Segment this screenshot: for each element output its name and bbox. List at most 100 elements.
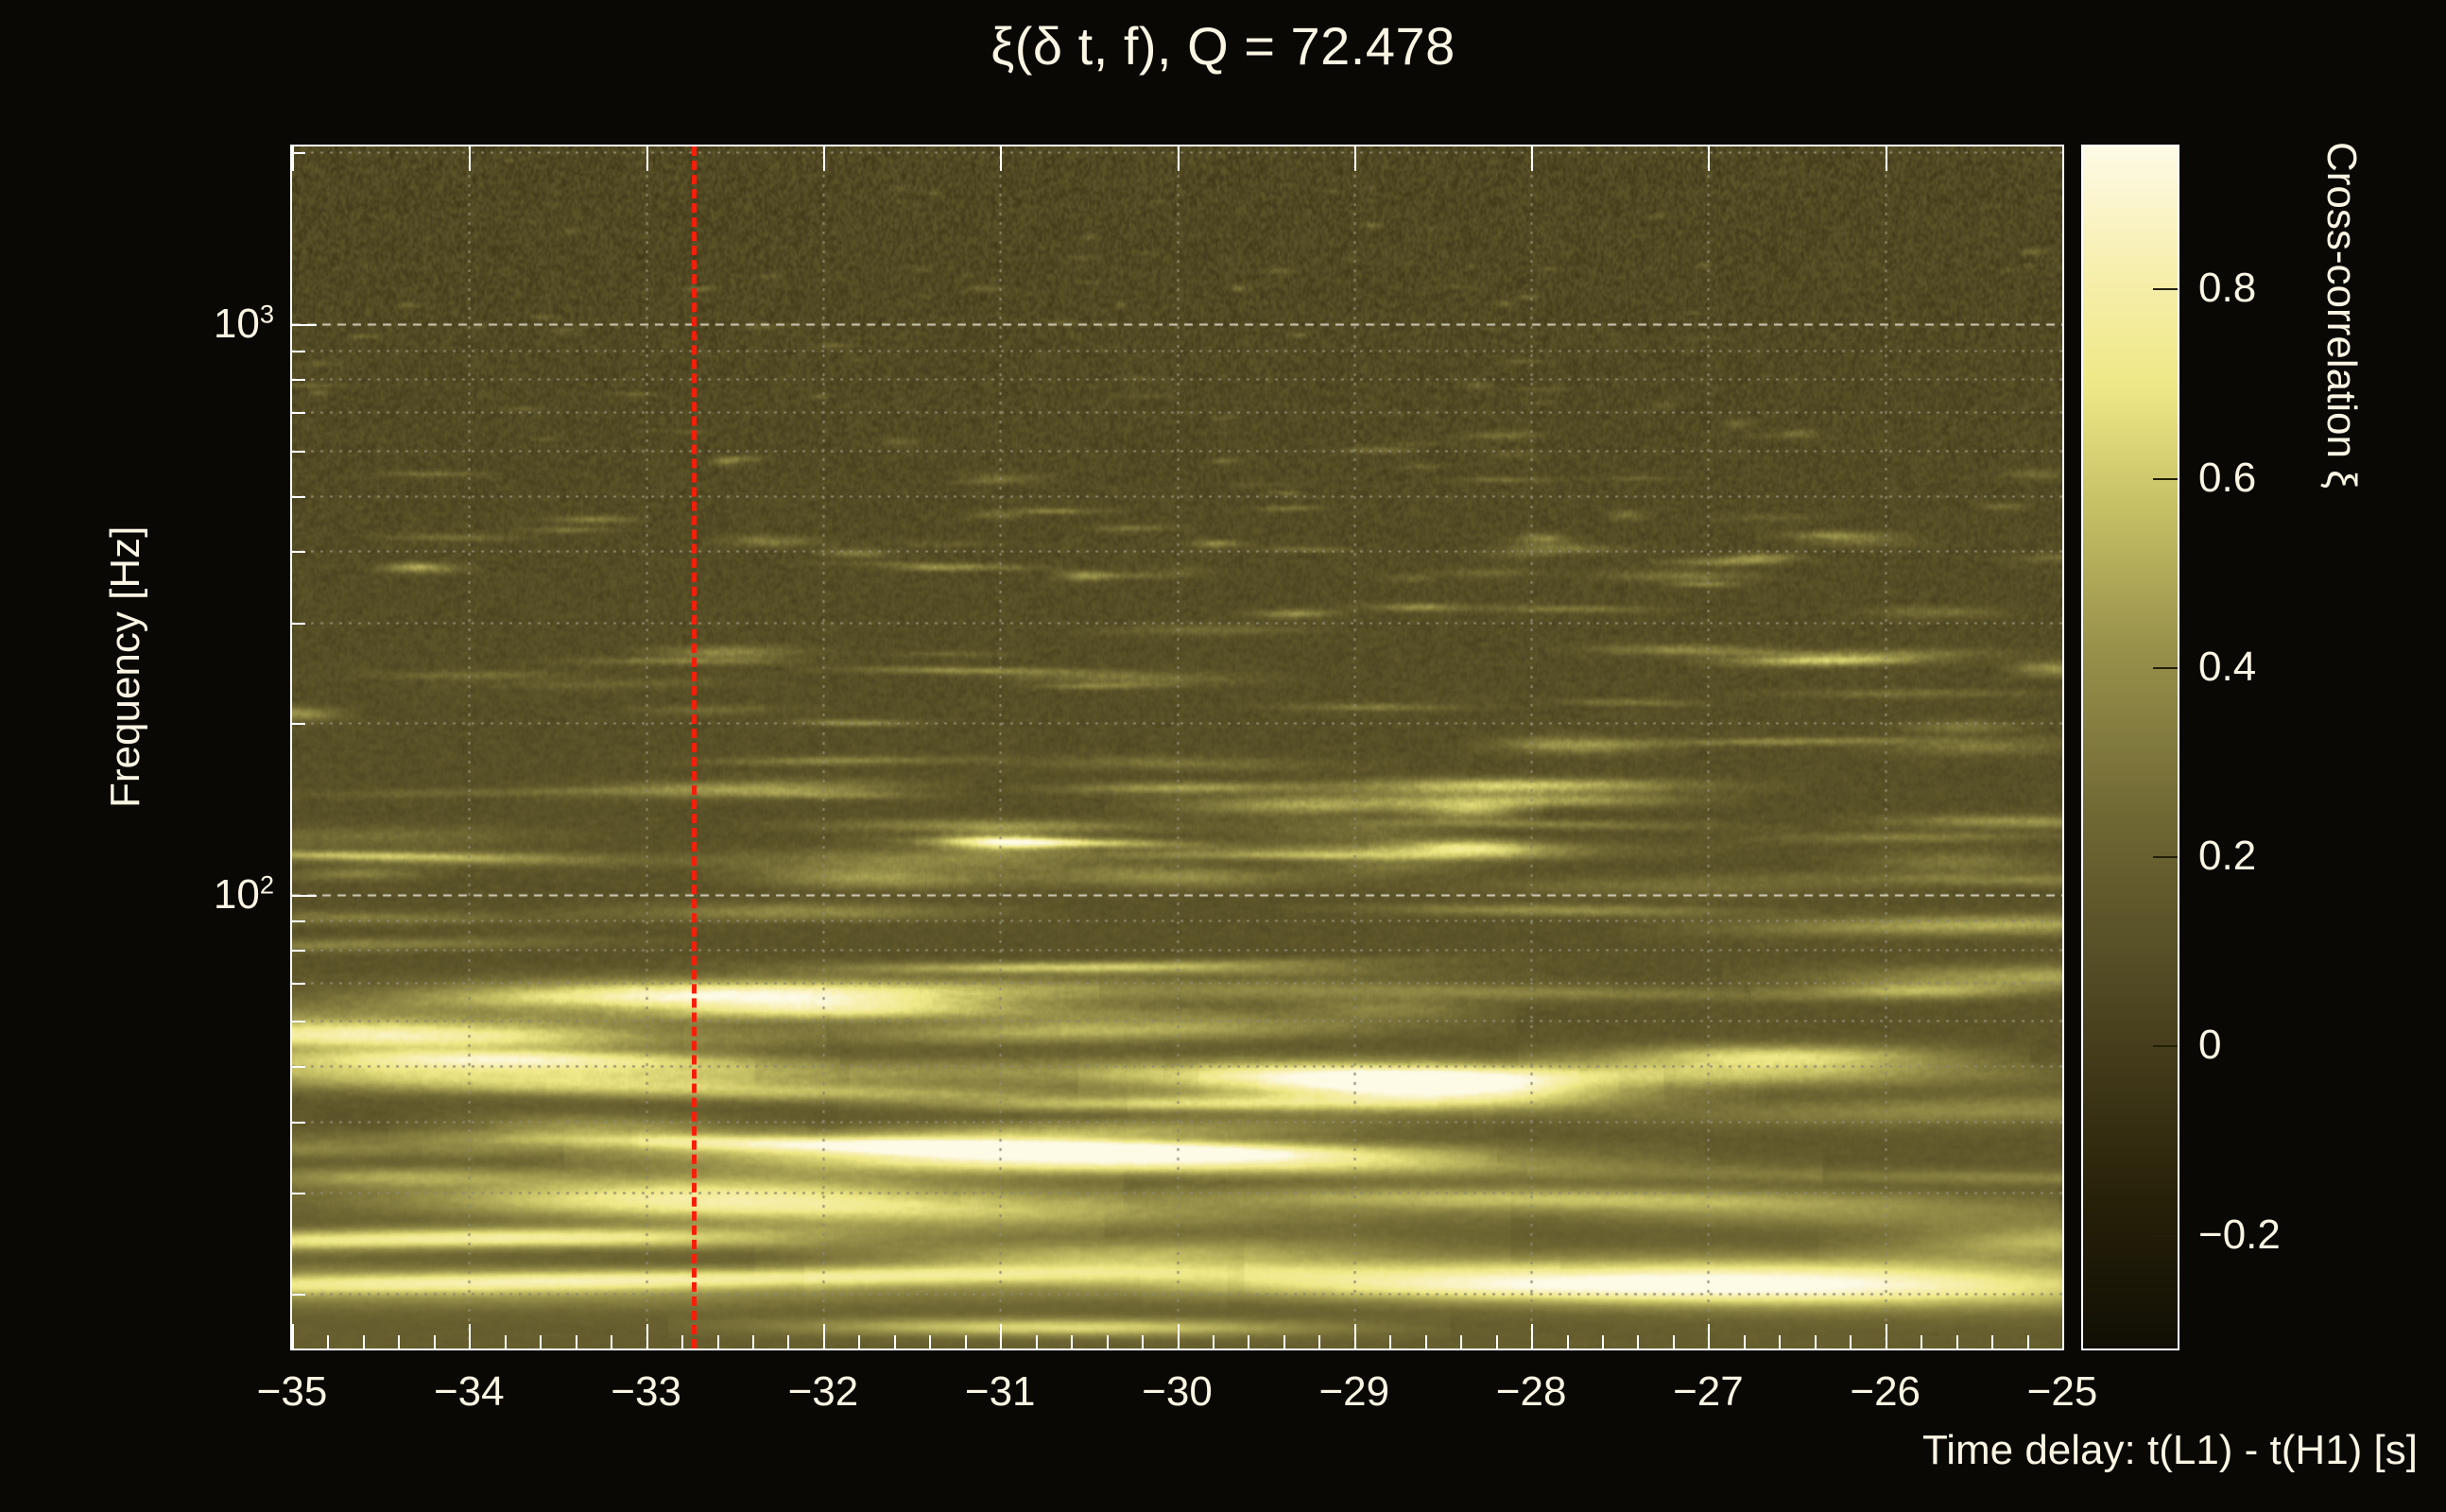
y-tick-minor bbox=[292, 1294, 305, 1296]
y-tick-minor bbox=[292, 1021, 305, 1022]
x-tick-major bbox=[1886, 1324, 1887, 1349]
x-tick-minor bbox=[1602, 1335, 1604, 1349]
x-tick-minor bbox=[1071, 1335, 1073, 1349]
x-tick-label: −34 bbox=[433, 1368, 505, 1415]
x-tick-major-top bbox=[1178, 146, 1180, 171]
y-tick-label: 103 bbox=[213, 299, 274, 347]
x-tick-minor bbox=[717, 1335, 719, 1349]
y-tick-minor bbox=[292, 551, 305, 553]
y-tick-minor bbox=[292, 379, 305, 381]
x-tick-major-top bbox=[292, 146, 294, 171]
x-tick-minor bbox=[1567, 1335, 1569, 1349]
colorbar-tick-label: 0.4 bbox=[2198, 643, 2257, 690]
x-tick-minor bbox=[1248, 1335, 1249, 1349]
x-tick-minor bbox=[1425, 1335, 1427, 1349]
x-tick-minor bbox=[929, 1335, 931, 1349]
y-tick-minor bbox=[292, 412, 305, 414]
x-tick-major bbox=[1531, 1324, 1533, 1349]
x-tick-major bbox=[292, 1324, 294, 1349]
chart-title: ξ(δ t, f), Q = 72.478 bbox=[990, 16, 1456, 76]
y-tick-minor bbox=[292, 723, 305, 725]
colorbar-tick bbox=[2153, 288, 2178, 290]
colorbar-tick-label: 0.6 bbox=[2198, 454, 2257, 501]
colorbar-tick bbox=[2153, 478, 2178, 480]
colorbar-tick bbox=[2153, 856, 2178, 858]
x-tick-minor bbox=[965, 1335, 967, 1349]
x-tick-minor bbox=[1850, 1335, 1852, 1349]
y-tick-minor bbox=[292, 1193, 305, 1194]
x-tick-minor bbox=[1921, 1335, 1922, 1349]
x-tick-major bbox=[823, 1324, 825, 1349]
x-tick-major-top bbox=[646, 146, 648, 171]
x-tick-major-top bbox=[469, 146, 471, 171]
colorbar-tick-label: 0 bbox=[2198, 1022, 2222, 1069]
x-tick-minor bbox=[1389, 1335, 1391, 1349]
x-tick-minor bbox=[611, 1335, 612, 1349]
x-tick-major-top bbox=[823, 146, 825, 171]
y-tick-minor bbox=[292, 920, 305, 922]
x-tick-minor bbox=[1637, 1335, 1639, 1349]
x-tick-major bbox=[646, 1324, 648, 1349]
y-tick-minor bbox=[292, 351, 305, 352]
x-tick-minor bbox=[363, 1335, 365, 1349]
x-tick-label: −32 bbox=[787, 1368, 859, 1415]
y-tick-minor bbox=[292, 623, 305, 625]
x-tick-label: −27 bbox=[1673, 1368, 1744, 1415]
x-tick-major-top bbox=[1531, 146, 1533, 171]
x-tick-minor bbox=[1107, 1335, 1109, 1349]
y-tick-label: 102 bbox=[213, 868, 274, 918]
x-tick-minor bbox=[1496, 1335, 1498, 1349]
x-tick-major bbox=[1354, 1324, 1356, 1349]
y-tick-minor bbox=[292, 1066, 305, 1068]
x-tick-minor bbox=[1991, 1335, 1993, 1349]
x-tick-minor bbox=[787, 1335, 789, 1349]
x-tick-minor bbox=[1036, 1335, 1038, 1349]
x-tick-major bbox=[2062, 1324, 2064, 1349]
x-tick-minor bbox=[1779, 1335, 1781, 1349]
x-tick-minor bbox=[681, 1335, 683, 1349]
x-tick-label: −33 bbox=[611, 1368, 681, 1415]
colorbar-title: Cross-correlation ξ bbox=[2318, 142, 2365, 489]
x-tick-minor bbox=[1815, 1335, 1817, 1349]
colorbar-tick bbox=[2153, 1235, 2178, 1237]
x-tick-minor bbox=[540, 1335, 542, 1349]
colorbar[interactable] bbox=[2083, 146, 2178, 1349]
colorbar-gradient bbox=[2083, 146, 2178, 1349]
x-tick-major-top bbox=[1708, 146, 1710, 171]
y-tick-minor bbox=[292, 1122, 305, 1124]
x-tick-minor bbox=[1318, 1335, 1320, 1349]
x-tick-minor bbox=[434, 1335, 436, 1349]
x-tick-label: −30 bbox=[1142, 1368, 1213, 1415]
x-tick-minor bbox=[752, 1335, 754, 1349]
x-tick-minor bbox=[1283, 1335, 1285, 1349]
x-tick-minor bbox=[398, 1335, 400, 1349]
colorbar-tick bbox=[2153, 667, 2178, 669]
y-axis-title: Frequency [Hz] bbox=[102, 525, 148, 808]
x-tick-label: −28 bbox=[1495, 1368, 1567, 1415]
colorbar-tick-label: 0.8 bbox=[2198, 265, 2257, 312]
x-tick-label: −29 bbox=[1318, 1368, 1390, 1415]
x-tick-minor bbox=[1744, 1335, 1746, 1349]
x-tick-minor bbox=[858, 1335, 860, 1349]
x-tick-minor bbox=[1213, 1335, 1214, 1349]
y-tick-minor bbox=[292, 496, 305, 498]
x-tick-minor bbox=[1460, 1335, 1462, 1349]
x-tick-minor bbox=[894, 1335, 896, 1349]
x-tick-label: −25 bbox=[2026, 1368, 2098, 1415]
x-tick-major-top bbox=[2062, 146, 2064, 171]
heatmap-plot-area[interactable] bbox=[292, 146, 2062, 1349]
x-tick-minor bbox=[2027, 1335, 2029, 1349]
x-tick-minor bbox=[327, 1335, 329, 1349]
x-tick-major-top bbox=[1000, 146, 1002, 171]
y-tick-major bbox=[292, 324, 317, 326]
heatmap-image bbox=[292, 146, 2062, 1349]
x-tick-major bbox=[469, 1324, 471, 1349]
y-tick-minor bbox=[292, 983, 305, 985]
y-tick-minor bbox=[292, 950, 305, 952]
colorbar-tick-label: 0.2 bbox=[2198, 833, 2257, 880]
x-tick-major bbox=[1708, 1324, 1710, 1349]
x-tick-major-top bbox=[1354, 146, 1356, 171]
colorbar-tick bbox=[2153, 1045, 2178, 1047]
x-tick-label: −35 bbox=[256, 1368, 328, 1415]
x-tick-major bbox=[1178, 1324, 1180, 1349]
